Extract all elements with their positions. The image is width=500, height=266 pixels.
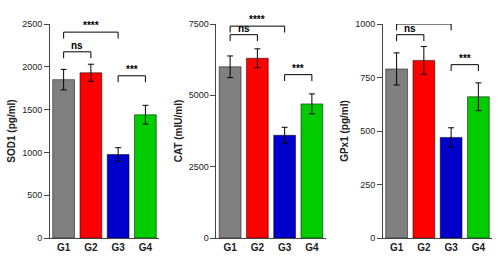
svg-text:1000: 1000	[355, 19, 375, 29]
svg-text:G3: G3	[444, 242, 458, 253]
svg-text:7500: 7500	[189, 19, 209, 29]
svg-text:G1: G1	[390, 242, 404, 253]
svg-text:1000: 1000	[22, 148, 42, 158]
svg-text:0: 0	[37, 233, 42, 243]
svg-text:G2: G2	[251, 242, 265, 253]
svg-text:G1: G1	[57, 242, 71, 253]
svg-text:***: ***	[292, 63, 304, 74]
svg-text:ns: ns	[71, 40, 83, 51]
svg-text:GPx1 (pg/ml): GPx1 (pg/ml)	[339, 100, 350, 162]
svg-text:2500: 2500	[189, 162, 209, 172]
svg-text:2000: 2000	[22, 62, 42, 72]
svg-text:ns: ns	[238, 23, 250, 34]
svg-text:****: ****	[83, 20, 99, 31]
svg-text:500: 500	[360, 126, 375, 136]
svg-text:G2: G2	[84, 242, 98, 253]
svg-text:G4: G4	[139, 242, 153, 253]
svg-text:G1: G1	[223, 242, 237, 253]
svg-text:CAT (mIU/ml): CAT (mIU/ml)	[173, 100, 184, 163]
svg-text:250: 250	[360, 180, 375, 190]
svg-text:5000: 5000	[189, 90, 209, 100]
svg-text:ns: ns	[404, 23, 416, 34]
svg-text:750: 750	[360, 73, 375, 83]
svg-text:G3: G3	[278, 242, 292, 253]
svg-text:G3: G3	[111, 242, 125, 253]
svg-text:****: ****	[249, 14, 265, 25]
svg-text:***: ***	[126, 64, 138, 75]
svg-text:SOD1 (pg/ml): SOD1 (pg/ml)	[6, 99, 17, 162]
svg-text:500: 500	[27, 190, 42, 200]
svg-text:G4: G4	[472, 242, 486, 253]
svg-text:***: ***	[459, 53, 471, 64]
svg-text:0: 0	[204, 233, 209, 243]
svg-text:G2: G2	[417, 242, 431, 253]
svg-text:0: 0	[370, 233, 375, 243]
svg-text:2500: 2500	[22, 19, 42, 29]
svg-text:G4: G4	[305, 242, 319, 253]
svg-text:1500: 1500	[22, 105, 42, 115]
